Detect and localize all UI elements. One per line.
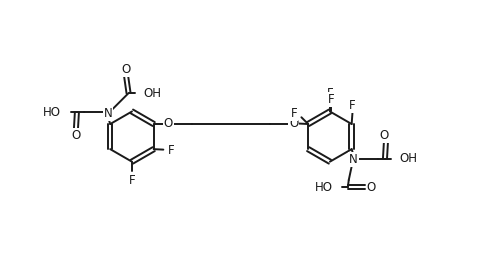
Text: F: F — [328, 93, 334, 106]
Text: N: N — [349, 153, 358, 166]
Text: F: F — [168, 144, 175, 157]
Text: O: O — [164, 117, 173, 130]
Text: O: O — [71, 129, 81, 142]
Text: O: O — [366, 181, 376, 194]
Text: N: N — [104, 107, 113, 120]
Text: OH: OH — [143, 87, 161, 100]
Text: O: O — [289, 117, 298, 130]
Text: HO: HO — [42, 106, 60, 119]
Text: O: O — [121, 63, 130, 76]
Text: F: F — [349, 99, 356, 112]
Text: F: F — [129, 173, 135, 187]
Text: O: O — [380, 129, 389, 142]
Text: F: F — [291, 107, 297, 120]
Text: OH: OH — [399, 152, 417, 165]
Text: HO: HO — [315, 181, 333, 194]
Text: F: F — [327, 87, 333, 100]
